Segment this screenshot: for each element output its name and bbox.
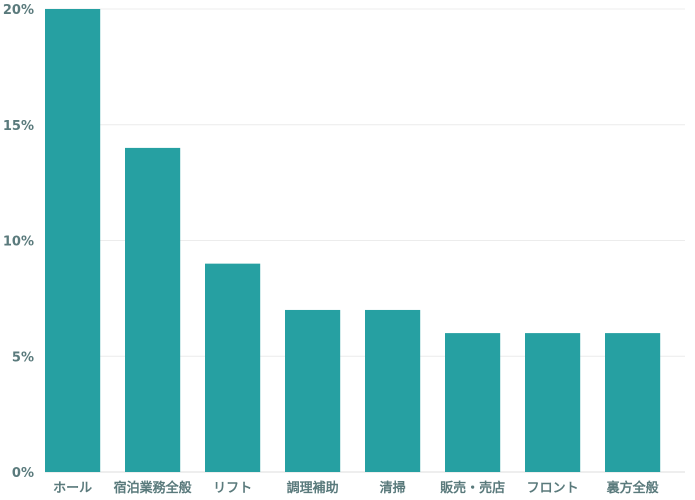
bar xyxy=(445,333,501,472)
x-tick-label: 清掃 xyxy=(380,480,406,496)
bars xyxy=(45,9,661,472)
bar xyxy=(285,309,341,472)
x-tick-label: 裏方全般 xyxy=(606,480,659,496)
y-tick-label: 0% xyxy=(12,466,34,481)
y-tick-label: 20% xyxy=(3,3,34,18)
y-tick-label: 15% xyxy=(3,119,34,134)
x-tick-label: 販売・売店 xyxy=(440,480,505,496)
y-tick-label: 10% xyxy=(3,235,34,250)
x-tick-label: フロント xyxy=(527,481,579,496)
bar xyxy=(205,263,261,472)
y-axis-ticks: 0% 5% 10% 15% 20% xyxy=(3,3,34,481)
x-tick-label: 調理補助 xyxy=(287,480,339,496)
bar xyxy=(45,9,101,472)
x-tick-label: 宿泊業務全般 xyxy=(114,480,192,496)
x-axis-ticks: ホール 宿泊業務全般 リフト 調理補助 清掃 販売・売店 フロント 裏方全般 xyxy=(53,480,659,496)
bar xyxy=(125,147,181,472)
bar xyxy=(525,333,581,472)
x-tick-label: リフト xyxy=(213,481,252,496)
y-tick-label: 5% xyxy=(12,350,34,365)
x-tick-label: ホール xyxy=(53,481,92,496)
bar xyxy=(605,333,661,472)
bar xyxy=(365,309,421,472)
